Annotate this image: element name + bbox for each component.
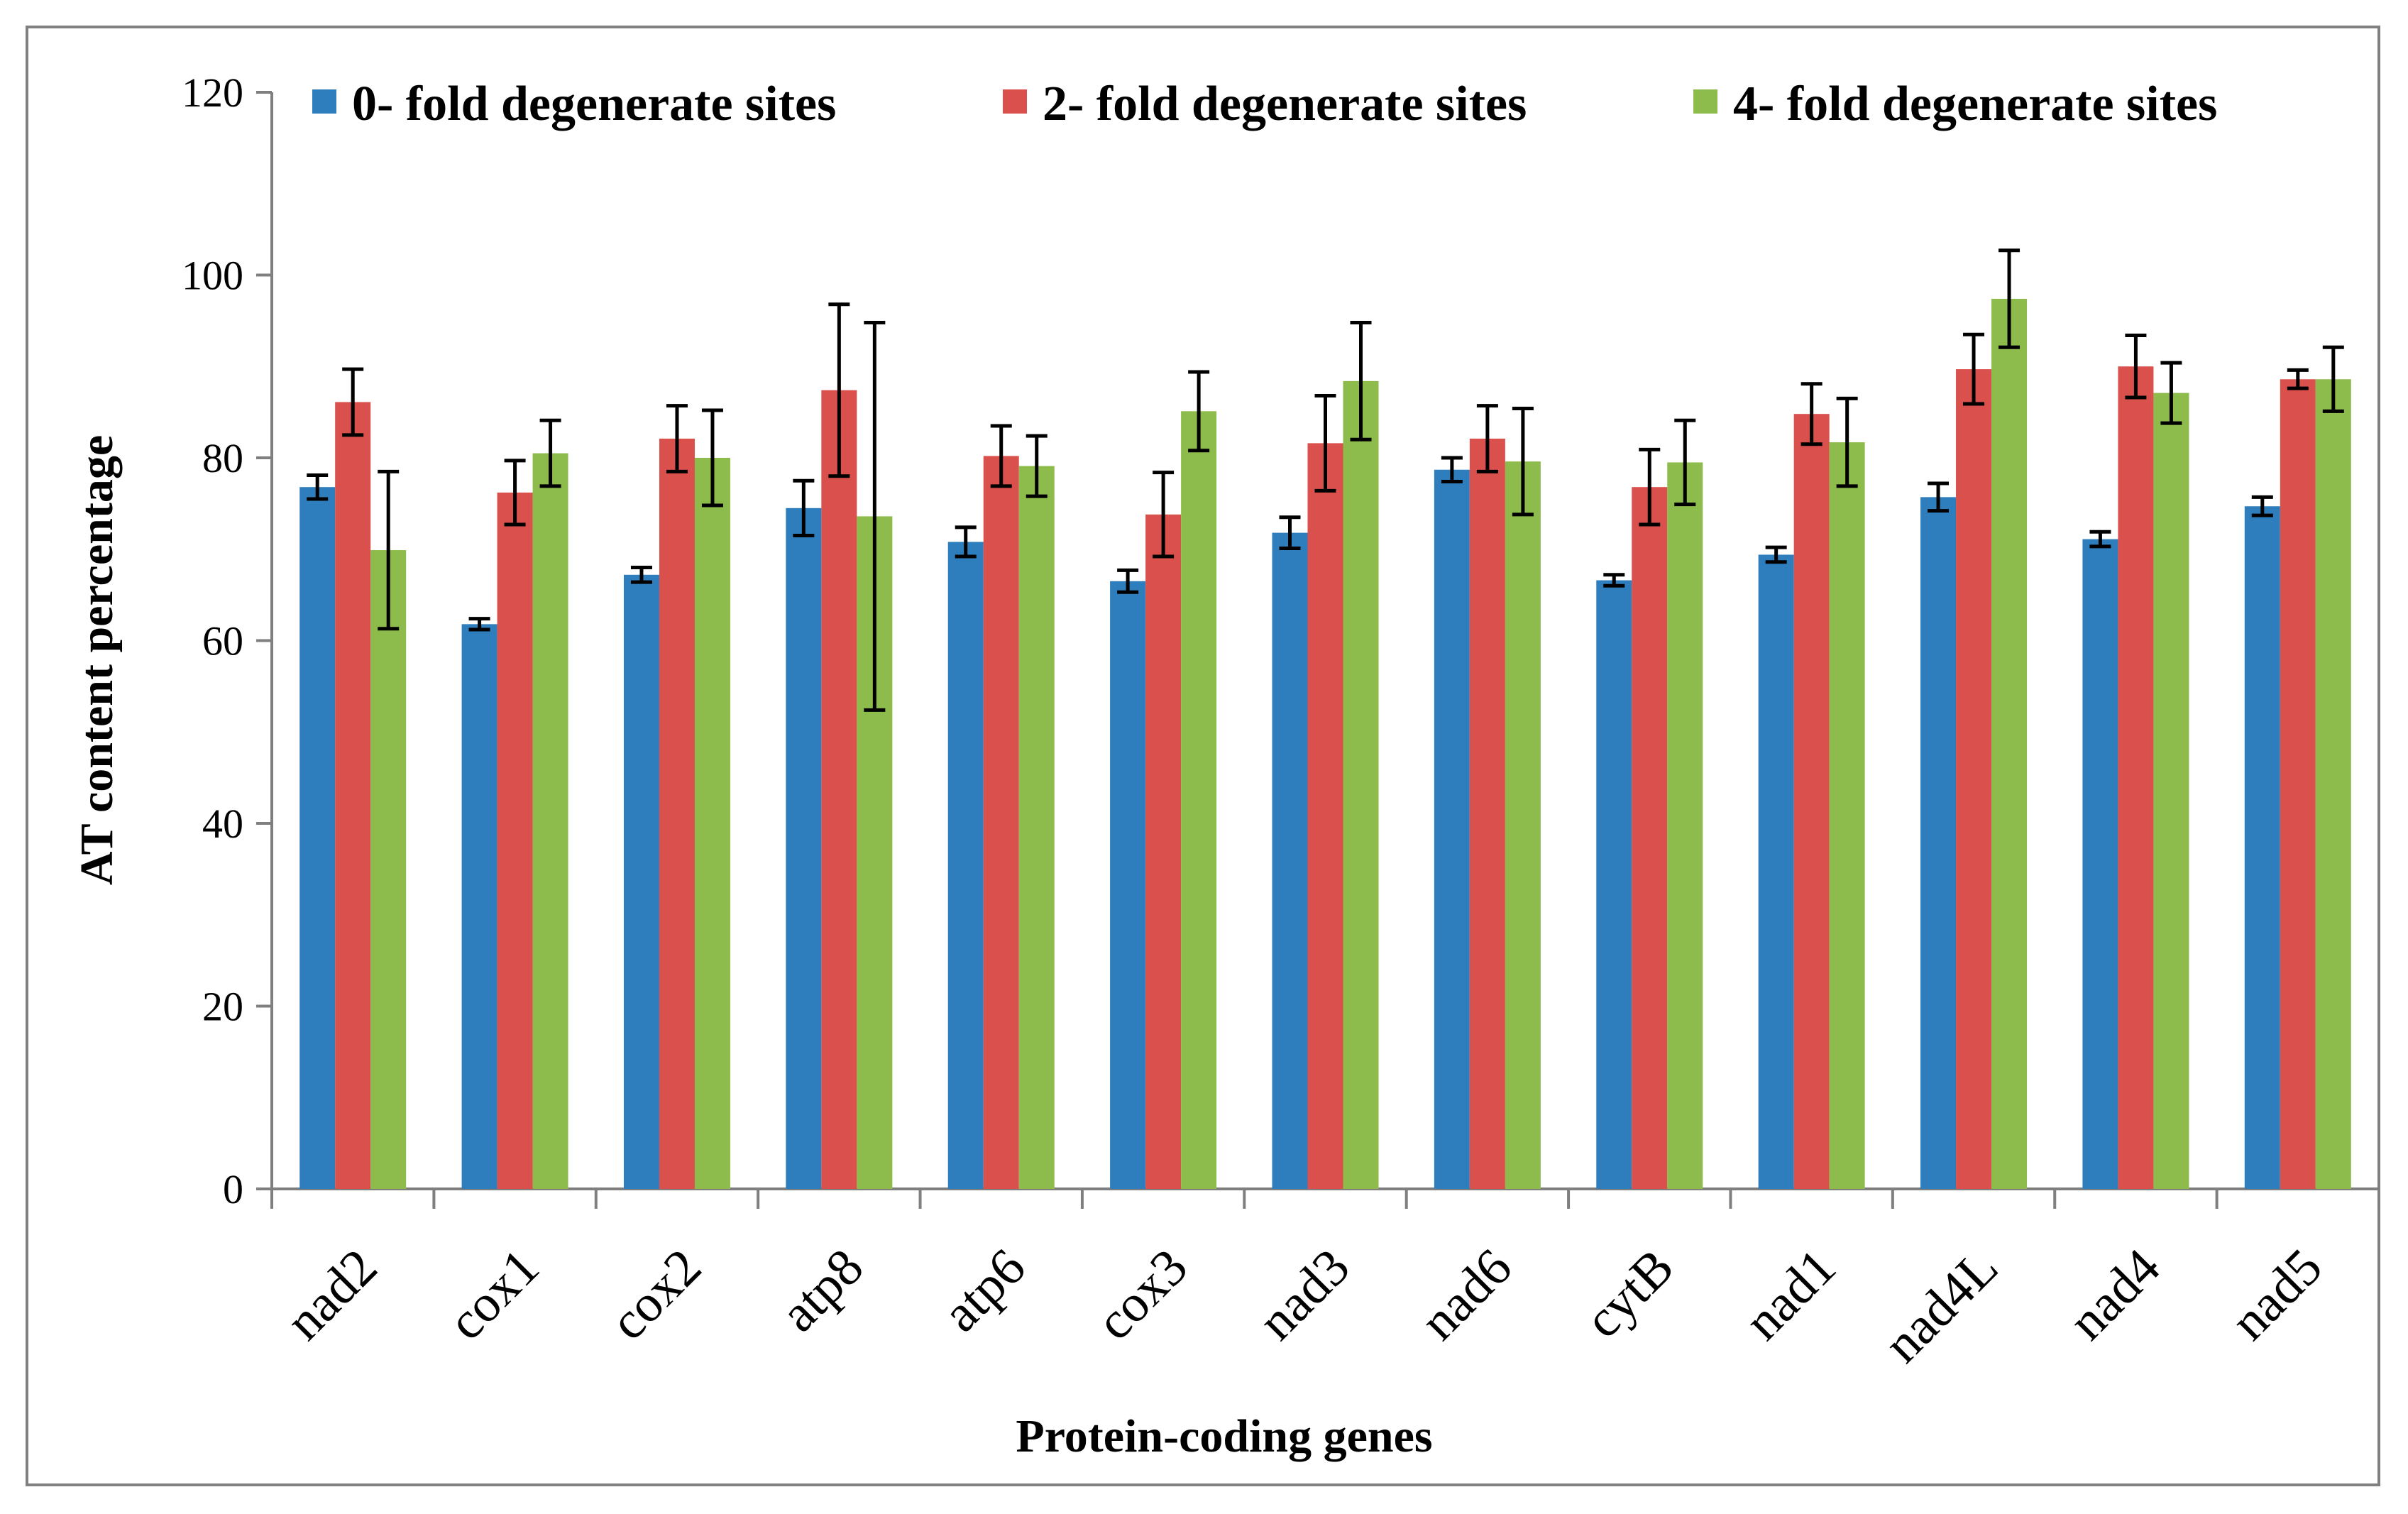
bar-atp8-series-0: [786, 508, 822, 1189]
bar-nad3-series-1: [1307, 443, 1343, 1189]
bar-atp6-series-1: [983, 456, 1019, 1189]
bar-cytB-series-2: [1667, 462, 1703, 1189]
legend-label-0: 0- fold degenerate sites: [352, 77, 836, 131]
y-tick-label: 60: [202, 618, 243, 664]
bar-nad4L-series-1: [1956, 369, 1992, 1189]
bar-atp6-series-2: [1018, 466, 1055, 1189]
bar-atp8-series-1: [821, 390, 857, 1189]
x-tick-label-cox3: cox3: [1085, 1238, 1199, 1351]
bar-nad1-series-1: [1793, 414, 1830, 1190]
bar-cytB-series-1: [1632, 487, 1668, 1189]
x-tick-label-nad1: nad1: [1734, 1238, 1847, 1351]
bar-nad3-series-0: [1272, 532, 1308, 1189]
bar-cox2-series-1: [659, 438, 695, 1189]
legend-swatch-2: [1693, 89, 1717, 114]
bar-nad2-series-0: [299, 487, 336, 1189]
x-tick-label-nad4L: nad4L: [1873, 1238, 2009, 1374]
x-tick-label-nad4: nad4: [2058, 1238, 2172, 1351]
bar-cox2-series-2: [694, 458, 730, 1189]
x-tick-label-cox1: cox1: [437, 1238, 551, 1351]
bar-cytB-series-0: [1596, 580, 1632, 1189]
y-tick-label: 100: [182, 253, 243, 299]
bar-nad1-series-2: [1829, 442, 1865, 1189]
x-tick-label-cox2: cox2: [599, 1238, 713, 1351]
legend-swatch-1: [1003, 89, 1027, 114]
bar-nad4L-series-2: [1991, 298, 2028, 1190]
y-tick-label: 20: [202, 984, 243, 1030]
bar-nad5-series-2: [2315, 379, 2351, 1189]
bar-nad6-series-2: [1505, 461, 1541, 1189]
x-tick-label-nad5: nad5: [2220, 1238, 2333, 1351]
bar-nad1-series-0: [1758, 554, 1794, 1189]
legend-label-1: 2- fold degenerate sites: [1043, 77, 1527, 131]
x-tick-label-atp6: atp6: [932, 1238, 1037, 1343]
error-bars: [307, 248, 2344, 712]
bar-nad2-series-1: [335, 402, 371, 1189]
legend-label-2: 4- fold degenerate sites: [1733, 77, 2217, 131]
y-tick-label: 120: [182, 70, 243, 116]
bar-cox1-series-0: [461, 624, 497, 1189]
legend-swatch-0: [312, 89, 336, 114]
bar-nad4L-series-0: [1920, 497, 1957, 1189]
bar-nad5-series-1: [2280, 379, 2316, 1189]
bar-atp6-series-0: [947, 542, 984, 1189]
bar-nad4-series-2: [2153, 393, 2189, 1189]
y-axis-title: AT content percentage: [71, 435, 123, 885]
x-tick-label-nad2: nad2: [275, 1238, 389, 1351]
y-tick-label: 40: [202, 801, 243, 847]
bar-nad6-series-0: [1434, 469, 1470, 1189]
bar-cox2-series-0: [623, 574, 659, 1189]
bar-nad4-series-1: [2118, 366, 2154, 1189]
bar-nad3-series-2: [1343, 380, 1379, 1189]
x-axis-title: Protein-coding genes: [1016, 1410, 1432, 1462]
bars: [299, 298, 2351, 1190]
bar-nad2-series-2: [370, 550, 407, 1189]
y-tick-label: 80: [202, 435, 243, 481]
y-tick-label: 0: [223, 1166, 243, 1212]
bar-cox1-series-2: [532, 453, 568, 1189]
bar-nad4-series-0: [2082, 539, 2118, 1189]
bar-nad6-series-1: [1469, 438, 1505, 1189]
bar-cox3-series-0: [1110, 581, 1146, 1189]
bar-cox3-series-2: [1181, 411, 1217, 1189]
x-tick-label-nad6: nad6: [1409, 1238, 1523, 1351]
bar-cox1-series-1: [497, 492, 533, 1189]
x-tick-label-atp8: atp8: [769, 1238, 874, 1343]
legend: 0- fold degenerate sites 2- fold degenera…: [312, 77, 2217, 131]
bar-cox3-series-1: [1145, 514, 1182, 1189]
x-tick-label-nad3: nad3: [1248, 1238, 1361, 1351]
bar-nad5-series-0: [2244, 506, 2280, 1189]
x-tick-label-cytB: cytB: [1573, 1238, 1685, 1349]
